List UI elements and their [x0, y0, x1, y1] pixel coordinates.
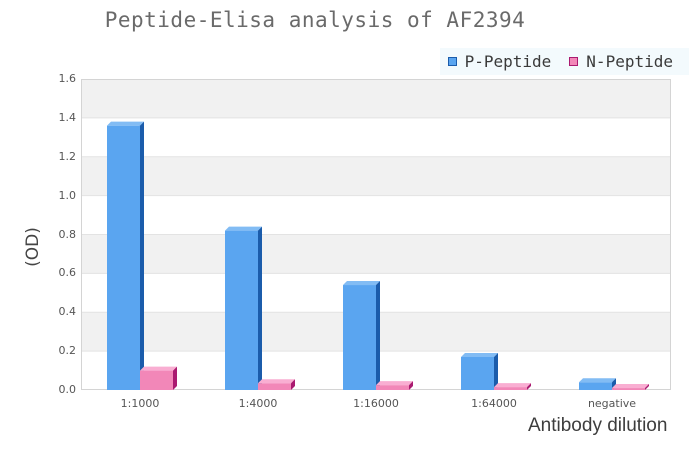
plot-band	[81, 195, 671, 235]
y-tick-label: 1.2	[58, 149, 77, 163]
bar-p-peptide-negative[interactable]	[579, 378, 616, 390]
legend-item-n-peptide[interactable]: N-Peptide	[569, 52, 673, 71]
plot-band	[81, 79, 671, 118]
bar-p-peptide-1:16000[interactable]	[343, 281, 380, 390]
bar-n-peptide-1:64000[interactable]	[494, 383, 531, 390]
y-tick-label: 0.8	[58, 227, 77, 241]
plot-band	[81, 156, 671, 196]
legend: P-Peptide N-Peptide	[439, 48, 689, 75]
y-tick-label: 0.4	[58, 305, 77, 319]
plot-band	[81, 117, 671, 157]
bar-n-peptide-1:16000[interactable]	[376, 381, 413, 390]
bar-n-peptide-1:4000[interactable]	[258, 379, 295, 390]
x-tick-label: 1:64000	[471, 397, 517, 410]
y-tick-label: 0.0	[58, 383, 77, 396]
x-tick-label: 1:16000	[353, 397, 399, 410]
x-tick-label: 1:4000	[238, 397, 278, 410]
legend-label-n-peptide: N-Peptide	[586, 52, 673, 71]
plot-band	[81, 234, 671, 274]
bar-n-peptide-negative[interactable]	[612, 384, 649, 390]
chart-title: Peptide-Elisa analysis of AF2394	[104, 8, 526, 32]
legend-item-p-peptide[interactable]: P-Peptide	[447, 52, 552, 71]
bar-n-peptide-1:1000[interactable]	[140, 366, 177, 390]
x-tick-label: 1:1000	[120, 397, 160, 410]
y-tick-label: 1.6	[58, 72, 77, 85]
bar-p-peptide-1:1000[interactable]	[107, 121, 144, 391]
x-axis-title: Antibody dilution	[528, 415, 668, 436]
bar-p-peptide-1:4000[interactable]	[225, 226, 262, 390]
y-tick-label: 1.4	[58, 110, 77, 124]
legend-label-p-peptide: P-Peptide	[464, 52, 552, 71]
y-tick-label: 1.0	[58, 188, 77, 202]
x-tick-label: negative	[587, 397, 637, 410]
y-tick-label: 0.2	[58, 344, 77, 358]
y-tick-label: 0.6	[58, 266, 77, 280]
bar-p-peptide-1:64000[interactable]	[461, 352, 498, 390]
p-peptide-swatch-icon	[447, 57, 457, 66]
n-peptide-swatch-icon	[569, 57, 579, 66]
